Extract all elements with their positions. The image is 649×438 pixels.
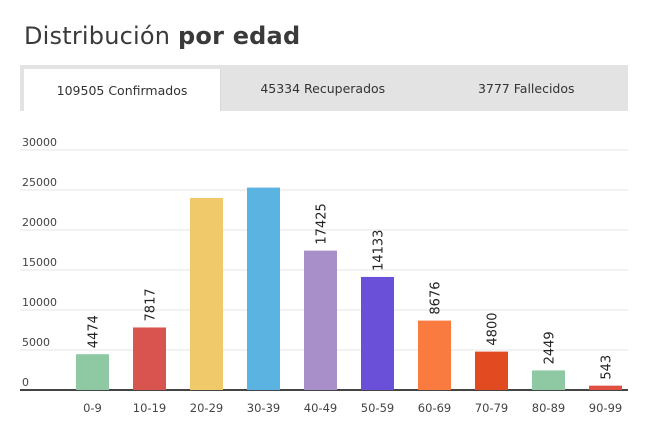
- bar-20-29: [190, 198, 223, 390]
- y-tick-label: 5000: [22, 336, 50, 349]
- y-tick-label: 0: [22, 376, 29, 389]
- y-tick-label: 20000: [22, 216, 57, 229]
- data-label: 4800: [486, 313, 501, 346]
- y-tick-label: 10000: [22, 296, 57, 309]
- x-tick-label: 80-89: [532, 401, 565, 415]
- bar-10-19: [133, 327, 166, 390]
- data-label: 4474: [87, 315, 102, 348]
- tab-recuperados[interactable]: 45334 Recuperados: [260, 80, 386, 96]
- bar-70-79: [475, 351, 508, 390]
- data-label: 17425: [315, 203, 330, 244]
- bar-40-49: [304, 250, 337, 390]
- y-tick-label: 30000: [22, 136, 57, 149]
- x-tick-label: 90-99: [589, 401, 622, 415]
- tab-confirmados[interactable]: 109505 Confirmados: [24, 69, 221, 111]
- bar-80-89: [532, 370, 565, 390]
- data-label: 8676: [429, 281, 444, 314]
- x-tick-label: 20-29: [190, 401, 223, 415]
- y-tick-label: 15000: [22, 256, 57, 269]
- tab-fallecidos[interactable]: 3777 Fallecidos: [477, 80, 575, 96]
- page-title: Distribución por edad: [24, 22, 300, 50]
- x-tick-label: 70-79: [475, 401, 508, 415]
- x-tick-label: 0-9: [83, 401, 102, 415]
- x-tick-label: 40-49: [304, 401, 337, 415]
- tab-bar: 109505 Confirmados 45334 Recuperados 377…: [20, 65, 628, 111]
- x-tick-label: 50-59: [361, 401, 394, 415]
- data-label: 543: [600, 355, 615, 380]
- title-regular: Distribución: [24, 22, 179, 50]
- bar-90-99: [589, 385, 622, 390]
- x-tick-label: 10-19: [133, 401, 166, 415]
- title-bold: por edad: [178, 22, 301, 50]
- bar-30-39: [247, 187, 280, 390]
- bar-50-59: [361, 276, 394, 390]
- data-label: 14133: [372, 230, 387, 271]
- data-label: 7817: [144, 288, 159, 321]
- bar-0-9: [76, 354, 109, 390]
- data-label: 2449: [543, 331, 558, 364]
- y-tick-label: 25000: [22, 176, 57, 189]
- bar-60-69: [418, 320, 451, 390]
- x-tick-label: 60-69: [418, 401, 451, 415]
- x-tick-label: 30-39: [247, 401, 280, 415]
